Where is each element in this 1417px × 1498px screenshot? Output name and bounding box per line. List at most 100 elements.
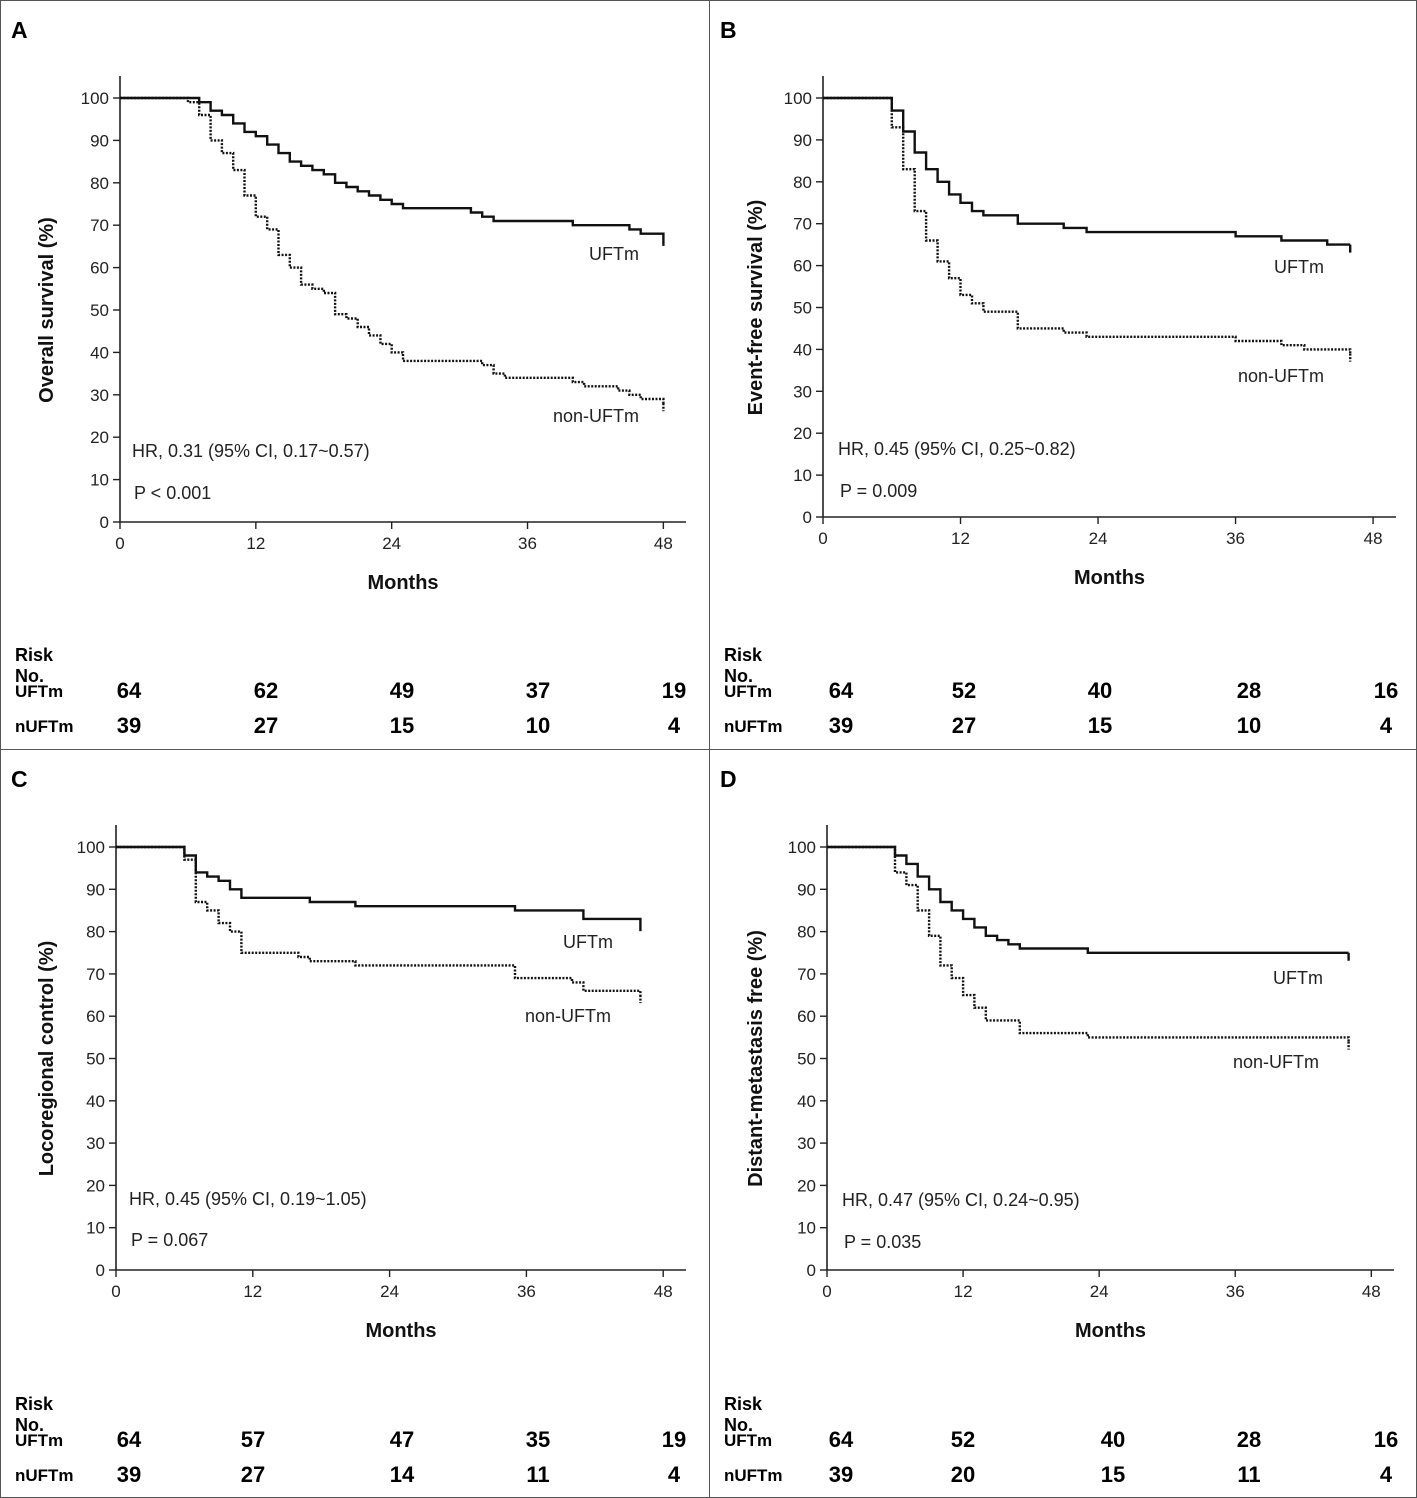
- y-tick-label: 50: [793, 299, 812, 318]
- risk-count: 39: [116, 713, 142, 738]
- risk-count: 11: [526, 1462, 550, 1487]
- y-tick-label: 40: [90, 343, 109, 362]
- survival-chart-a: 0 10 20 30 40 50 60 70 80 90 100 0 12 24 36 48 Months Ove…: [36, 76, 686, 594]
- series-label-uftm: UFTm: [1273, 968, 1323, 988]
- x-tick-label: 36: [1226, 529, 1245, 548]
- y-tick-label: 70: [797, 965, 816, 984]
- risk-table-title: Risk No.: [15, 1394, 54, 1435]
- x-tick-label: 48: [654, 1282, 673, 1301]
- risk-count: 52: [951, 678, 977, 703]
- y-tick-label: 30: [86, 1134, 105, 1153]
- y-tick-label: 10: [90, 471, 109, 490]
- panel-label: B: [720, 17, 737, 43]
- risk-count: 49: [389, 678, 415, 703]
- risk-table-title: Risk No.: [724, 645, 763, 686]
- risk-count: 27: [240, 1462, 266, 1487]
- x-tick-label: 0: [111, 1282, 120, 1301]
- y-tick-label: 80: [90, 174, 109, 193]
- survival-chart-b: 0 10 20 30 40 50 60 70 80 90 100 0 12 24 36 48 Months Eve…: [745, 76, 1396, 589]
- risk-count: 4: [1379, 1462, 1393, 1487]
- p-value-text: P = 0.067: [131, 1230, 208, 1250]
- risk-count: 40: [1100, 1427, 1126, 1452]
- risk-count: 4: [667, 713, 681, 738]
- x-tick-label: 0: [115, 534, 124, 553]
- p-value-text: P = 0.035: [844, 1232, 921, 1252]
- series-label-non-uftm: non-UFTm: [553, 406, 639, 426]
- survival-chart-c: 0 10 20 30 40 50 60 70 80 90 100 0 12 24 36 48 Months Loc…: [36, 825, 686, 1342]
- hazard-ratio-text: HR, 0.45 (95% CI, 0.25~0.82): [838, 439, 1076, 459]
- risk-row-label: nUFTm: [724, 717, 783, 736]
- y-tick-label: 80: [797, 923, 816, 942]
- y-tick-label: 40: [797, 1092, 816, 1111]
- series-non-uftm-line: [827, 845, 1350, 1050]
- risk-row-label: nUFTm: [15, 1466, 74, 1485]
- y-tick-label: 0: [96, 1261, 105, 1280]
- x-tick-label: 12: [246, 534, 265, 553]
- y-tick-label: 40: [793, 340, 812, 359]
- y-tick-label: 90: [793, 131, 812, 150]
- risk-count: 57: [240, 1427, 266, 1452]
- risk-row-label: nUFTm: [724, 1466, 783, 1485]
- series-label-non-uftm: non-UFTm: [1238, 366, 1324, 386]
- y-tick-label: 100: [784, 89, 812, 108]
- y-tick-label: 70: [793, 215, 812, 234]
- x-tick-label: 48: [1362, 1282, 1381, 1301]
- risk-count: 15: [389, 713, 415, 738]
- risk-row-label: UFTm: [724, 1431, 773, 1450]
- p-value-text: P < 0.001: [134, 483, 211, 503]
- y-tick-label: 70: [90, 216, 109, 235]
- y-tick-label: 100: [81, 89, 109, 108]
- y-tick-label: 90: [90, 131, 109, 150]
- risk-count: 4: [1379, 713, 1393, 738]
- series-label-non-uftm: non-UFTm: [525, 1006, 611, 1026]
- y-tick-label: 0: [100, 513, 109, 532]
- x-axis-title: Months: [1074, 567, 1145, 589]
- y-tick-label: 100: [77, 838, 105, 857]
- risk-count: 28: [1236, 678, 1262, 703]
- y-tick-label: 40: [86, 1092, 105, 1111]
- risk-row-label: UFTm: [15, 1431, 64, 1450]
- risk-table-title: Risk No.: [724, 1394, 763, 1435]
- risk-count: 16: [1373, 678, 1399, 703]
- risk-row-label: UFTm: [724, 682, 773, 701]
- panel-b: B 0 10 20 30 40 50 60 70 80 90 100 0 12 24 36 48 Months E…: [709, 0, 1417, 750]
- x-axis-title: Months: [367, 572, 438, 594]
- risk-count: 16: [1373, 1427, 1399, 1452]
- x-tick-label: 36: [1226, 1282, 1245, 1301]
- risk-count: 14: [389, 1462, 415, 1487]
- risk-count: 20: [950, 1462, 976, 1487]
- y-tick-label: 20: [90, 428, 109, 447]
- hazard-ratio-text: HR, 0.31 (95% CI, 0.17~0.57): [132, 441, 370, 461]
- x-axis-title: Months: [365, 1320, 436, 1342]
- risk-count: 19: [661, 1427, 687, 1452]
- y-tick-label: 0: [807, 1261, 816, 1280]
- y-tick-label: 30: [793, 382, 812, 401]
- risk-count: 64: [828, 678, 854, 703]
- risk-count: 40: [1087, 678, 1113, 703]
- y-tick-label: 0: [803, 508, 812, 527]
- panel-a: A 0 10 20 30 40 50 60 70 80 90 100 0 12 24 36 48 Months O…: [0, 0, 710, 750]
- x-tick-label: 48: [654, 534, 673, 553]
- series-label-uftm: UFTm: [589, 244, 639, 264]
- panel-c: C 0 10 20 30 40 50 60 70 80 90 100 0 12 24 36 48 Months L…: [0, 749, 710, 1498]
- x-tick-label: 24: [380, 1282, 399, 1301]
- risk-count: 19: [661, 678, 687, 703]
- risk-row-label: nUFTm: [15, 717, 74, 736]
- risk-count: 39: [828, 713, 854, 738]
- x-tick-label: 36: [517, 1282, 536, 1301]
- y-tick-label: 90: [86, 880, 105, 899]
- y-axis-title: Overall survival (%): [36, 217, 58, 403]
- y-tick-label: 60: [86, 1007, 105, 1026]
- risk-row-label: UFTm: [15, 682, 64, 701]
- series-label-non-uftm: non-UFTm: [1233, 1052, 1319, 1072]
- risk-count: 35: [525, 1427, 551, 1452]
- y-axis-title: Distant-metastasis free (%): [745, 930, 767, 1187]
- p-value-text: P = 0.009: [840, 481, 917, 501]
- x-tick-label: 0: [822, 1282, 831, 1301]
- risk-count: 39: [828, 1462, 854, 1487]
- panel-label: D: [720, 766, 737, 792]
- series-non-uftm-line: [823, 96, 1352, 362]
- x-tick-label: 24: [382, 534, 401, 553]
- risk-count: 64: [828, 1427, 854, 1452]
- y-tick-label: 80: [793, 173, 812, 192]
